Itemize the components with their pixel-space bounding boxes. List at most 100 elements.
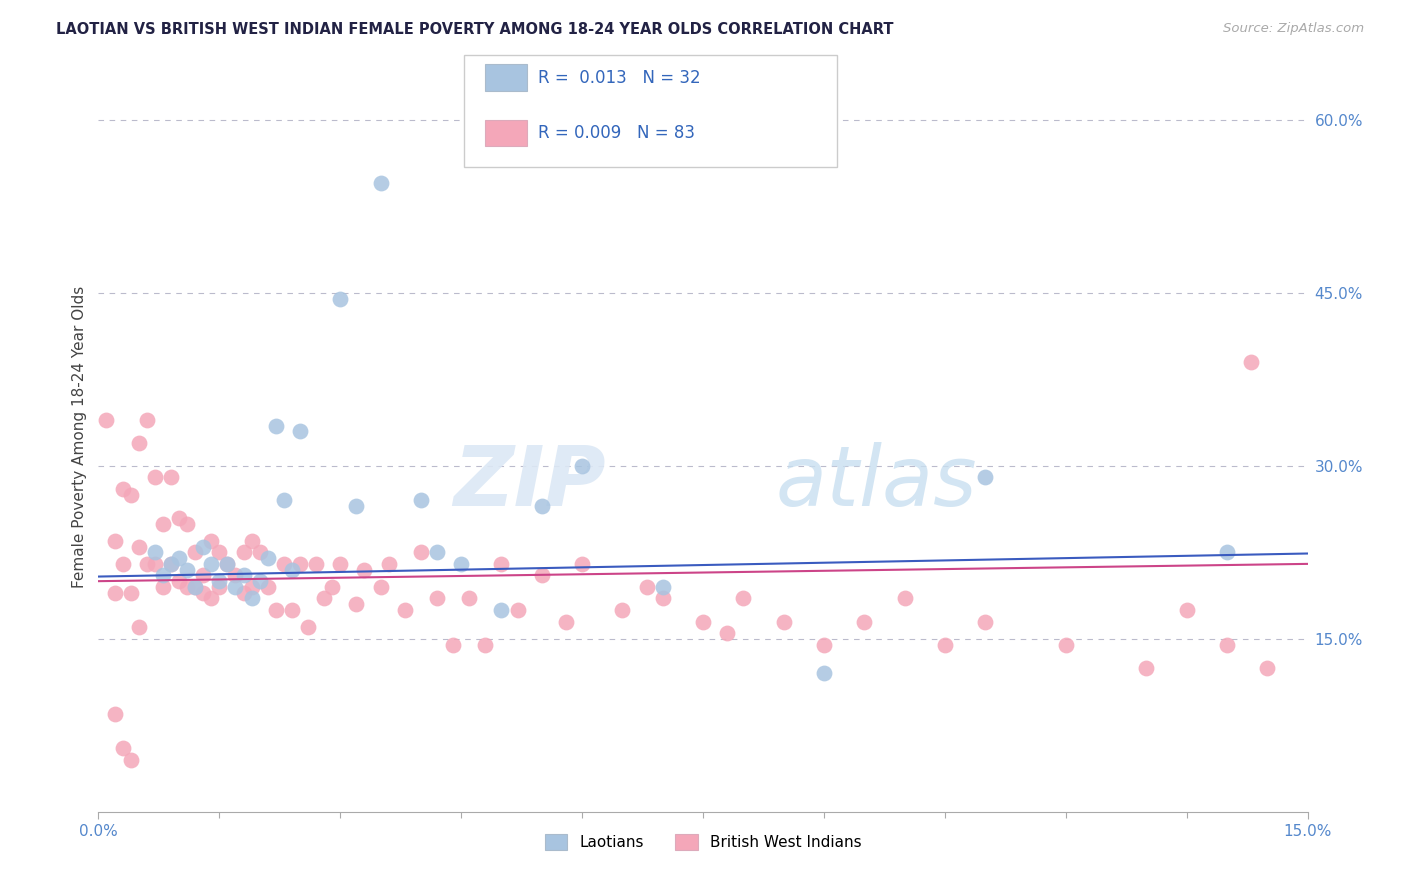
Point bbox=[321, 580, 343, 594]
Point bbox=[193, 540, 215, 554]
Point bbox=[184, 580, 207, 594]
Point bbox=[103, 706, 125, 721]
Text: LAOTIAN VS BRITISH WEST INDIAN FEMALE POVERTY AMONG 18-24 YEAR OLDS CORRELATION : LAOTIAN VS BRITISH WEST INDIAN FEMALE PO… bbox=[56, 22, 894, 37]
Point bbox=[143, 545, 166, 559]
Point bbox=[143, 557, 166, 571]
Point bbox=[217, 557, 239, 571]
Point bbox=[232, 545, 254, 559]
Point bbox=[370, 580, 392, 594]
Point bbox=[103, 585, 125, 599]
Point bbox=[120, 488, 142, 502]
Point bbox=[409, 493, 432, 508]
Point bbox=[555, 615, 578, 629]
Point bbox=[491, 603, 513, 617]
Text: R =  0.013   N = 32: R = 0.013 N = 32 bbox=[538, 69, 702, 87]
Point bbox=[530, 568, 553, 582]
Point bbox=[128, 620, 150, 634]
Point bbox=[273, 493, 295, 508]
Point bbox=[152, 516, 174, 531]
Point bbox=[288, 425, 311, 439]
Point bbox=[167, 551, 190, 566]
Point bbox=[571, 458, 593, 473]
Point bbox=[240, 580, 263, 594]
Point bbox=[1240, 355, 1263, 369]
Point bbox=[135, 413, 157, 427]
Point bbox=[103, 533, 125, 548]
Point bbox=[853, 615, 876, 629]
Point bbox=[288, 557, 311, 571]
Point bbox=[224, 580, 246, 594]
Point bbox=[143, 470, 166, 484]
Point bbox=[96, 413, 118, 427]
Point bbox=[305, 557, 328, 571]
Point bbox=[530, 500, 553, 514]
Point bbox=[329, 292, 352, 306]
Point bbox=[506, 603, 529, 617]
Point bbox=[111, 741, 134, 756]
Point bbox=[240, 533, 263, 548]
Point bbox=[232, 585, 254, 599]
Point bbox=[167, 510, 190, 524]
Point bbox=[152, 580, 174, 594]
Y-axis label: Female Poverty Among 18-24 Year Olds: Female Poverty Among 18-24 Year Olds bbox=[72, 286, 87, 588]
Point bbox=[329, 557, 352, 571]
Point bbox=[692, 615, 714, 629]
Point bbox=[651, 580, 673, 594]
Point bbox=[160, 557, 183, 571]
Point bbox=[893, 591, 915, 606]
Point bbox=[193, 585, 215, 599]
Point bbox=[281, 603, 304, 617]
Point bbox=[135, 557, 157, 571]
Point bbox=[377, 557, 399, 571]
Point bbox=[128, 435, 150, 450]
Point bbox=[111, 482, 134, 496]
Point bbox=[193, 568, 215, 582]
Point bbox=[273, 557, 295, 571]
Point bbox=[176, 516, 198, 531]
Point bbox=[314, 591, 336, 606]
Point bbox=[370, 177, 392, 191]
Point bbox=[813, 638, 835, 652]
Point bbox=[571, 557, 593, 571]
Legend: Laotians, British West Indians: Laotians, British West Indians bbox=[538, 829, 868, 856]
Point bbox=[772, 615, 794, 629]
Point bbox=[426, 545, 449, 559]
Point bbox=[256, 551, 278, 566]
Point bbox=[281, 563, 304, 577]
Point bbox=[240, 591, 263, 606]
Point bbox=[208, 580, 231, 594]
Point bbox=[426, 591, 449, 606]
Point bbox=[200, 591, 222, 606]
Point bbox=[716, 626, 738, 640]
Point bbox=[491, 557, 513, 571]
Point bbox=[232, 568, 254, 582]
Point bbox=[353, 563, 375, 577]
Point bbox=[934, 638, 956, 652]
Point bbox=[1135, 660, 1157, 674]
Point bbox=[612, 603, 634, 617]
Point bbox=[1216, 638, 1239, 652]
Point bbox=[120, 753, 142, 767]
Point bbox=[733, 591, 755, 606]
Point bbox=[264, 603, 287, 617]
Point bbox=[111, 557, 134, 571]
Point bbox=[1175, 603, 1198, 617]
Point bbox=[409, 545, 432, 559]
Text: ZIP: ZIP bbox=[454, 442, 606, 523]
Point bbox=[344, 500, 367, 514]
Point bbox=[167, 574, 190, 589]
Point bbox=[208, 545, 231, 559]
Point bbox=[441, 638, 464, 652]
Point bbox=[1216, 545, 1239, 559]
Point bbox=[450, 557, 472, 571]
Point bbox=[297, 620, 319, 634]
Point bbox=[200, 557, 222, 571]
Point bbox=[344, 597, 367, 611]
Point bbox=[176, 580, 198, 594]
Text: R = 0.009   N = 83: R = 0.009 N = 83 bbox=[538, 124, 696, 142]
Point bbox=[474, 638, 496, 652]
Point bbox=[1256, 660, 1278, 674]
Point bbox=[184, 580, 207, 594]
Point bbox=[636, 580, 658, 594]
Point bbox=[120, 585, 142, 599]
